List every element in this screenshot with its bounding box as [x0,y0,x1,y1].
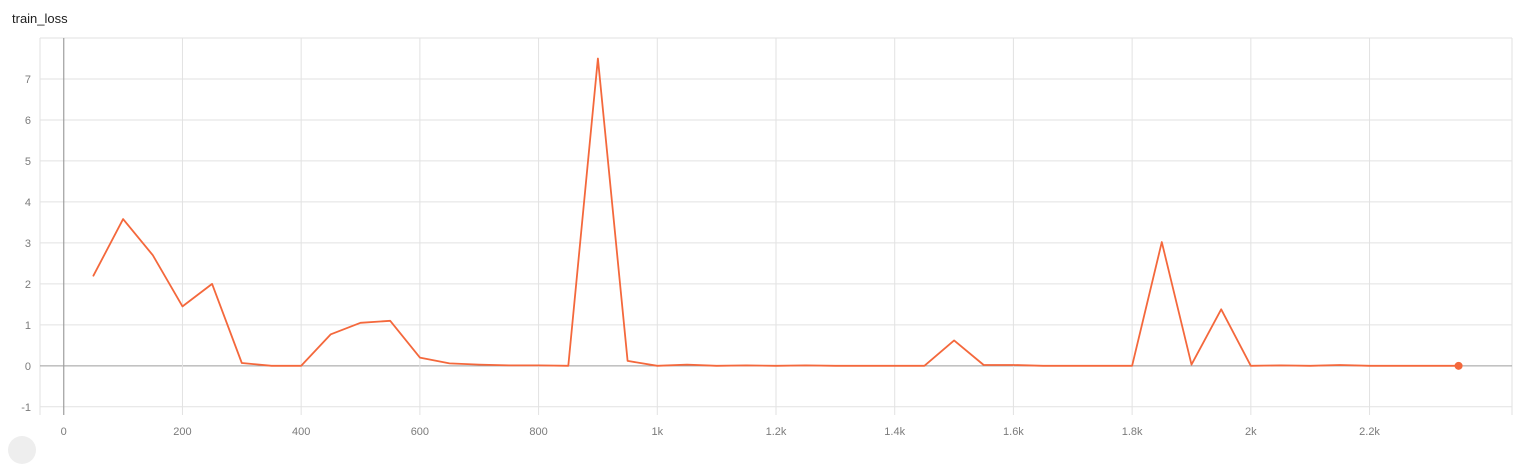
series-last-point [1454,361,1463,370]
x-tick-label: 1.8k [1122,426,1143,438]
x-tick-label: 2.2k [1359,426,1380,438]
x-tick-label: 2k [1245,426,1257,438]
y-tick-label: 3 [25,238,31,250]
chart-plot-area[interactable]: -1 0 1 2 3 4 5 6 7 0 200 400 600 800 1k 1.2k 1.4k 1.6k 1.8… [0,0,1534,443]
x-tick-label: 0 [61,426,67,438]
x-tick-label: 400 [292,426,310,438]
y-tick-label: 4 [25,197,31,209]
series-line [92,57,1460,367]
y-tick-label: 7 [25,74,31,86]
x-tick-label: 1.4k [884,426,905,438]
x-tick-label: 200 [173,426,191,438]
x-tick-label: 1k [651,426,663,438]
expand-button[interactable] [8,436,36,464]
y-tick-label: -1 [21,402,31,414]
y-tick-label: 6 [25,115,31,127]
y-tick-label: 5 [25,156,31,168]
y-tick-label: 2 [25,279,31,291]
y-tick-label: 1 [25,320,31,332]
chart-title: train_loss [12,11,68,26]
x-tick-label: 1.6k [1003,426,1024,438]
x-tick-label: 1.2k [766,426,787,438]
x-tick-label: 800 [529,426,547,438]
y-tick-label: 0 [25,361,31,373]
x-tick-label: 600 [411,426,429,438]
